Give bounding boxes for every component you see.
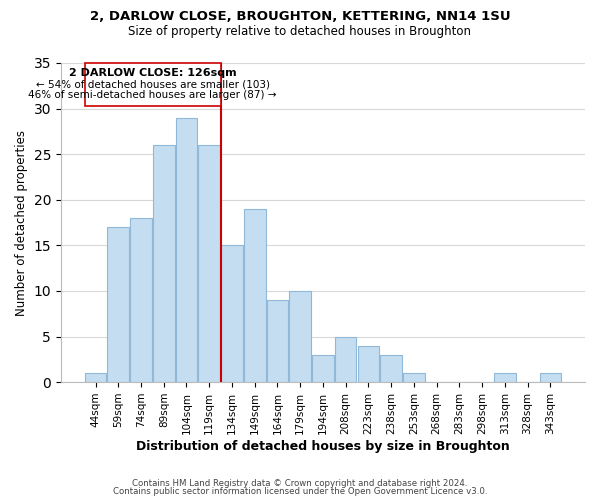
Bar xyxy=(221,246,243,382)
Text: ← 54% of detached houses are smaller (103): ← 54% of detached houses are smaller (10… xyxy=(35,80,269,90)
Bar xyxy=(130,218,152,382)
Y-axis label: Number of detached properties: Number of detached properties xyxy=(15,130,28,316)
Bar xyxy=(244,209,266,382)
Text: Contains public sector information licensed under the Open Government Licence v3: Contains public sector information licen… xyxy=(113,488,487,496)
Bar xyxy=(358,346,379,382)
Bar xyxy=(266,300,288,382)
Bar xyxy=(85,373,106,382)
Bar xyxy=(153,145,175,382)
Bar xyxy=(494,373,515,382)
Bar xyxy=(176,118,197,382)
Bar xyxy=(199,145,220,382)
Bar xyxy=(335,336,356,382)
Text: Contains HM Land Registry data © Crown copyright and database right 2024.: Contains HM Land Registry data © Crown c… xyxy=(132,478,468,488)
Bar xyxy=(380,354,402,382)
Bar xyxy=(107,227,129,382)
Text: 2, DARLOW CLOSE, BROUGHTON, KETTERING, NN14 1SU: 2, DARLOW CLOSE, BROUGHTON, KETTERING, N… xyxy=(89,10,511,23)
Bar xyxy=(312,354,334,382)
Bar xyxy=(403,373,425,382)
FancyBboxPatch shape xyxy=(85,63,221,106)
Bar xyxy=(289,291,311,382)
Text: Size of property relative to detached houses in Broughton: Size of property relative to detached ho… xyxy=(128,25,472,38)
Bar xyxy=(539,373,561,382)
Text: 46% of semi-detached houses are larger (87) →: 46% of semi-detached houses are larger (… xyxy=(28,90,277,101)
Text: 2 DARLOW CLOSE: 126sqm: 2 DARLOW CLOSE: 126sqm xyxy=(69,68,236,78)
X-axis label: Distribution of detached houses by size in Broughton: Distribution of detached houses by size … xyxy=(136,440,510,452)
